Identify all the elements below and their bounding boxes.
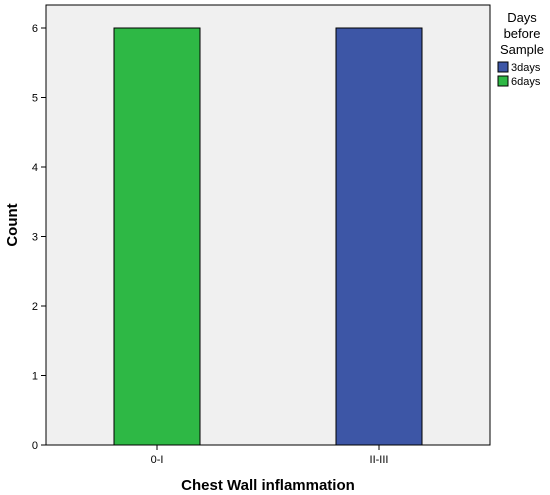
legend-title-line-3: Sample [500,42,544,57]
y-tick-label: 3 [32,232,38,244]
y-tick-label: 2 [32,301,38,313]
legend-swatch-6days [497,75,509,87]
y-tick-label: 6 [32,23,38,35]
y-tick-label: 5 [32,93,38,105]
y-axis-title: Count [4,203,21,246]
y-tick-label: 4 [32,162,38,174]
y-tick-label: 0 [32,440,38,452]
legend-title-line-2: before [504,26,541,41]
legend-swatch-3days [497,61,509,73]
legend-title-line-1: Days [507,10,537,25]
x-tick-label: II-III [370,454,389,466]
legend: Days before Sample 3days 6days [497,10,544,88]
bar-3days-II-III [335,27,423,446]
y-axis: 0 1 2 3 4 5 6 [32,23,46,452]
plot-area [45,4,491,446]
legend-label-6days: 6days [511,76,541,88]
legend-label-3days: 3days [511,62,541,74]
x-axis: 0-I II-III [151,445,389,466]
x-tick-label: 0-I [151,454,164,466]
y-tick-label: 1 [32,371,38,383]
bar-6days-0-I [113,27,201,446]
x-axis-title: Chest Wall inflammation [181,477,355,494]
